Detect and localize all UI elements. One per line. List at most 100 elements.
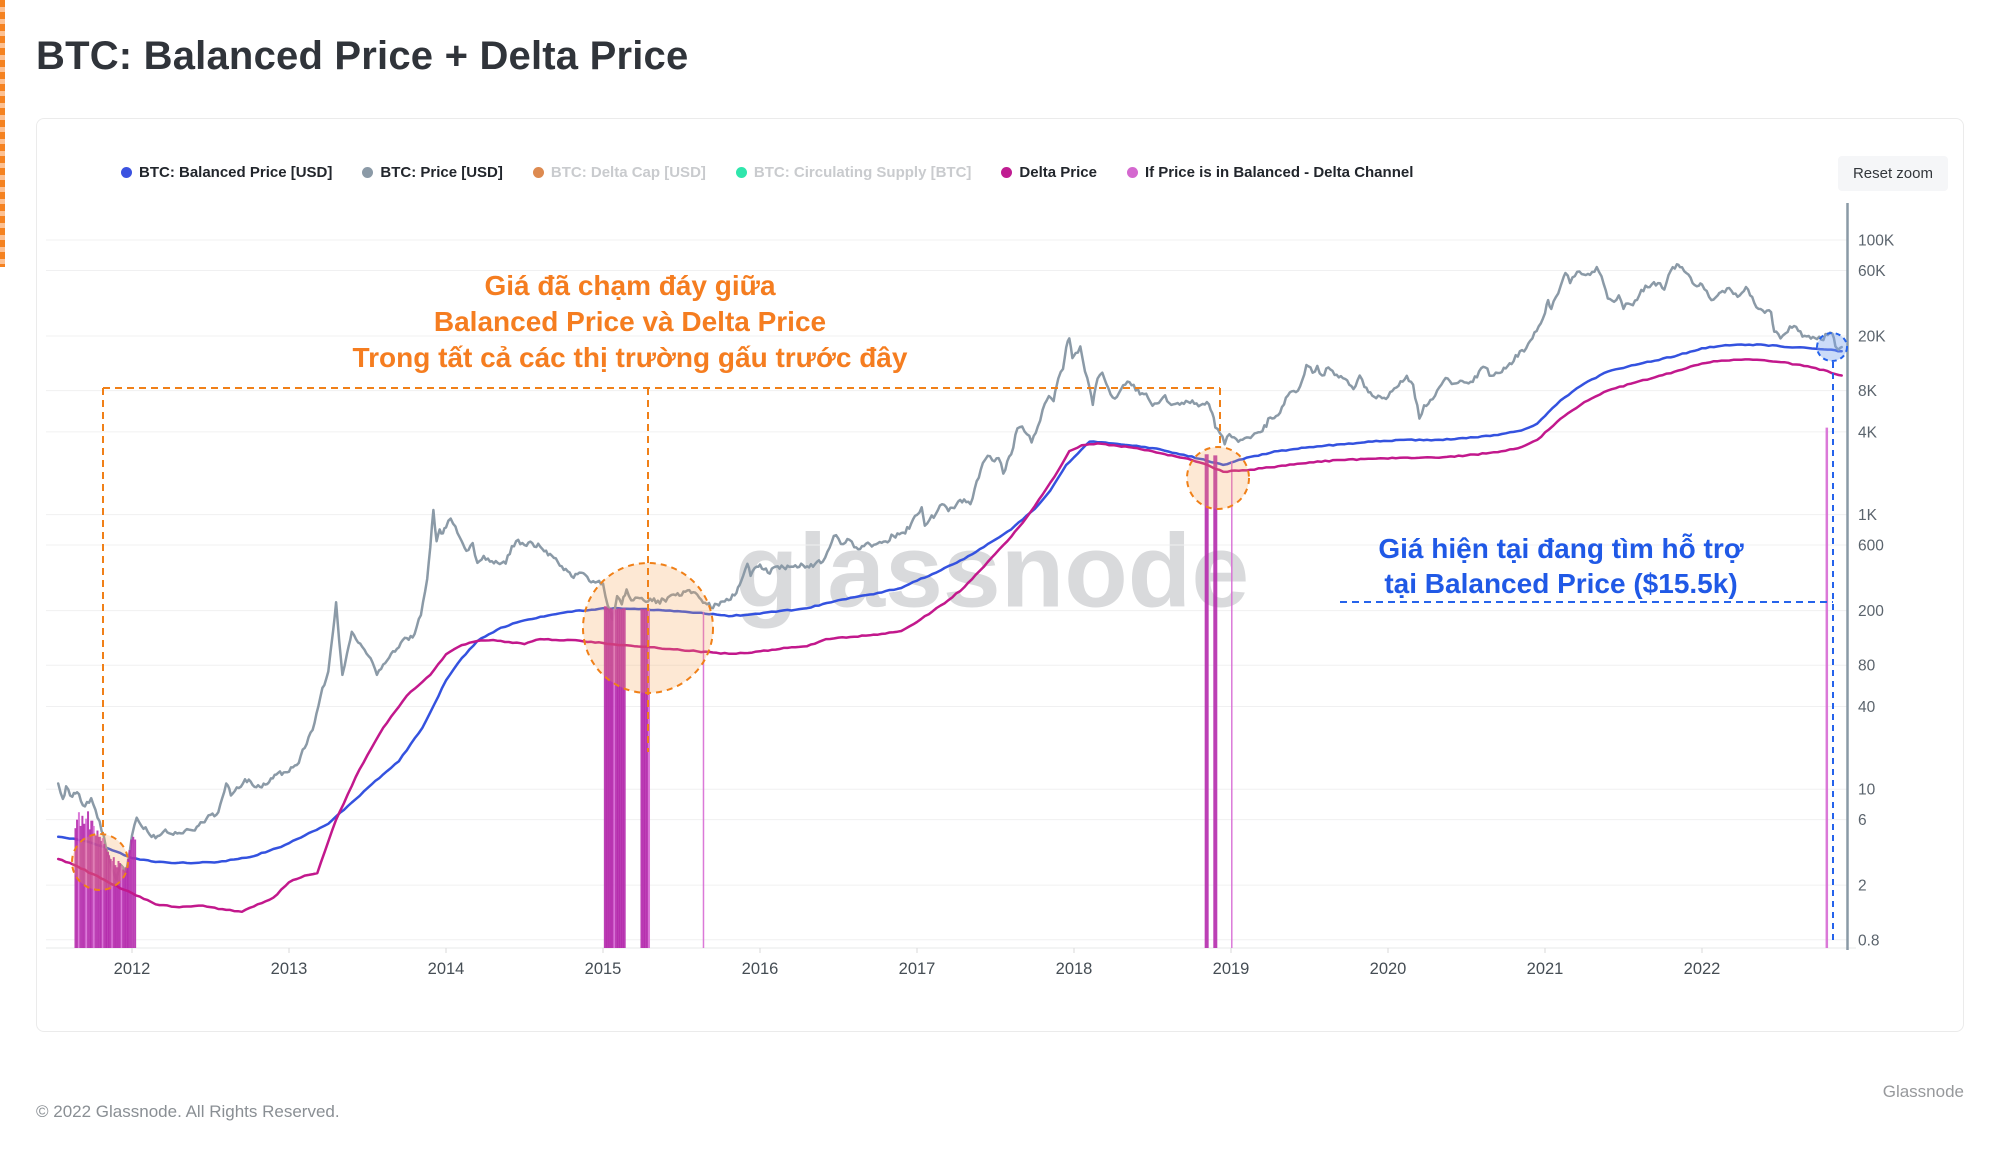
channel-bar bbox=[607, 609, 611, 948]
footer-copyright: © 2022 Glassnode. All Rights Reserved. bbox=[36, 1102, 340, 1121]
series-btc-balanced-price-usd- bbox=[56, 343, 1843, 865]
channel-bar bbox=[120, 866, 123, 948]
channel-bar bbox=[618, 609, 622, 948]
channel-bar bbox=[117, 860, 120, 948]
legend-item-3[interactable]: BTC: Circulating Supply [BTC] bbox=[735, 164, 972, 181]
y-axis-label: 80 bbox=[1858, 658, 1876, 675]
y-axis-label: 200 bbox=[1858, 603, 1884, 620]
channel-bar bbox=[702, 611, 705, 948]
channel-bar bbox=[112, 857, 115, 948]
channel-bar bbox=[605, 607, 609, 948]
channel-bar bbox=[106, 851, 110, 948]
legend-item-4[interactable]: Delta Price bbox=[1001, 164, 1097, 181]
legend-item-1[interactable]: BTC: Price [USD] bbox=[362, 164, 503, 181]
channel-bar bbox=[641, 609, 645, 948]
y-axis-label: 2 bbox=[1858, 878, 1867, 895]
channel-bar bbox=[114, 865, 117, 948]
channel-bar bbox=[90, 820, 94, 948]
channel-bar bbox=[646, 609, 649, 948]
series-delta-price bbox=[56, 358, 1843, 914]
channel-bar bbox=[87, 811, 90, 948]
x-axis-label: 2021 bbox=[1527, 960, 1564, 978]
y-axis-label: 10 bbox=[1858, 782, 1876, 799]
annotation-bear-markets: Giá đã chạm đáy giữa Balanced Price và D… bbox=[290, 268, 970, 376]
x-axis-label: 2019 bbox=[1213, 960, 1250, 978]
highlight-circle bbox=[71, 833, 129, 891]
x-axis-label: 2018 bbox=[1056, 960, 1093, 978]
legend-item-2[interactable]: BTC: Delta Cap [USD] bbox=[532, 164, 706, 181]
series-btc-price-usd- bbox=[56, 263, 1843, 881]
legend-item-label: BTC: Price [USD] bbox=[380, 164, 503, 181]
chart-legend: BTC: Balanced Price [USD] BTC: Price [USD… bbox=[121, 164, 1413, 181]
y-axis-label: 40 bbox=[1858, 699, 1876, 716]
annotation-bear-line3: Trong tất cả các thị trường gấu trước đâ… bbox=[352, 342, 908, 373]
channel-bar bbox=[119, 863, 122, 948]
channel-bar bbox=[609, 608, 613, 948]
channel-bar bbox=[74, 828, 77, 948]
channel-bar bbox=[648, 609, 651, 948]
legend-item-label: BTC: Delta Cap [USD] bbox=[550, 164, 706, 181]
x-axis-label: 2012 bbox=[114, 960, 151, 978]
legend-item-label: If Price is in Balanced - Delta Channel bbox=[1144, 164, 1414, 181]
x-axis-label: 2015 bbox=[585, 960, 622, 978]
legend-item-0[interactable]: BTC: Balanced Price [USD] bbox=[121, 164, 332, 181]
channel-bar bbox=[79, 825, 82, 948]
y-axis-label: 60K bbox=[1858, 263, 1886, 280]
channel-bar bbox=[94, 835, 97, 948]
y-axis-label: 1K bbox=[1858, 507, 1878, 524]
reset-zoom-button[interactable]: Reset zoom bbox=[1837, 156, 1948, 191]
channel-bar bbox=[85, 818, 88, 948]
channel-bar bbox=[88, 829, 91, 948]
legend-dot-icon bbox=[532, 167, 544, 178]
y-axis-label: 0.8 bbox=[1858, 932, 1880, 949]
channel-bar bbox=[92, 825, 95, 948]
x-axis-label: 2020 bbox=[1370, 960, 1407, 978]
channel-bar bbox=[1231, 461, 1233, 948]
annotation-support-line2: tại Balanced Price ($15.5k) bbox=[1384, 568, 1738, 599]
channel-bar bbox=[101, 838, 104, 948]
channel-bar bbox=[115, 867, 119, 948]
channel-bar bbox=[108, 855, 111, 948]
x-axis-label: 2022 bbox=[1684, 960, 1721, 978]
channel-bar bbox=[615, 609, 619, 948]
channel-bar bbox=[611, 609, 615, 948]
channel-bar bbox=[1825, 427, 1829, 948]
x-axis-label: 2017 bbox=[899, 960, 936, 978]
channel-bar bbox=[643, 609, 647, 948]
channel-bar bbox=[124, 867, 128, 948]
legend-item-5[interactable]: If Price is in Balanced - Delta Channel bbox=[1126, 164, 1414, 181]
annotation-support-line1: Giá hiện tại đang tìm hỗ trợ bbox=[1378, 533, 1744, 564]
annotation-bear-line1: Giá đã chạm đáy giữa bbox=[484, 270, 776, 301]
legend-dot-icon bbox=[1126, 167, 1138, 178]
legend-dot-icon bbox=[362, 167, 374, 178]
x-axis-label: 2016 bbox=[742, 960, 779, 978]
channel-bar bbox=[622, 608, 626, 948]
annotation-support: Giá hiện tại đang tìm hỗ trợ tại Balance… bbox=[1340, 531, 1782, 601]
y-axis-label: 20K bbox=[1858, 328, 1886, 345]
channel-bar bbox=[97, 836, 101, 948]
x-axis-label: 2014 bbox=[428, 960, 465, 978]
channel-bar bbox=[128, 850, 131, 948]
channel-bar bbox=[126, 859, 129, 948]
channel-bar bbox=[111, 860, 114, 948]
legend-item-label: Delta Price bbox=[1019, 164, 1097, 181]
channel-bar bbox=[613, 608, 617, 948]
footer-brand: Glassnode bbox=[1882, 1082, 1964, 1101]
y-axis-label: 600 bbox=[1858, 538, 1884, 555]
legend-item-label: BTC: Balanced Price [USD] bbox=[139, 164, 333, 181]
channel-bar bbox=[640, 608, 643, 948]
channel-bar bbox=[620, 608, 624, 948]
legend-dot-icon bbox=[121, 167, 132, 178]
x-axis-label: 2013 bbox=[271, 960, 308, 978]
legend-item-label: BTC: Circulating Supply [BTC] bbox=[753, 164, 972, 181]
channel-bar bbox=[603, 606, 607, 948]
channel-bar bbox=[100, 840, 103, 948]
highlight-circle bbox=[1186, 446, 1250, 510]
legend-dot-icon bbox=[735, 167, 747, 178]
channel-bar bbox=[103, 843, 106, 948]
channel-bar bbox=[122, 869, 125, 948]
annotation-bear-line2: Balanced Price và Delta Price bbox=[433, 306, 827, 337]
channel-bar bbox=[123, 870, 126, 948]
channel-bar bbox=[81, 815, 84, 948]
